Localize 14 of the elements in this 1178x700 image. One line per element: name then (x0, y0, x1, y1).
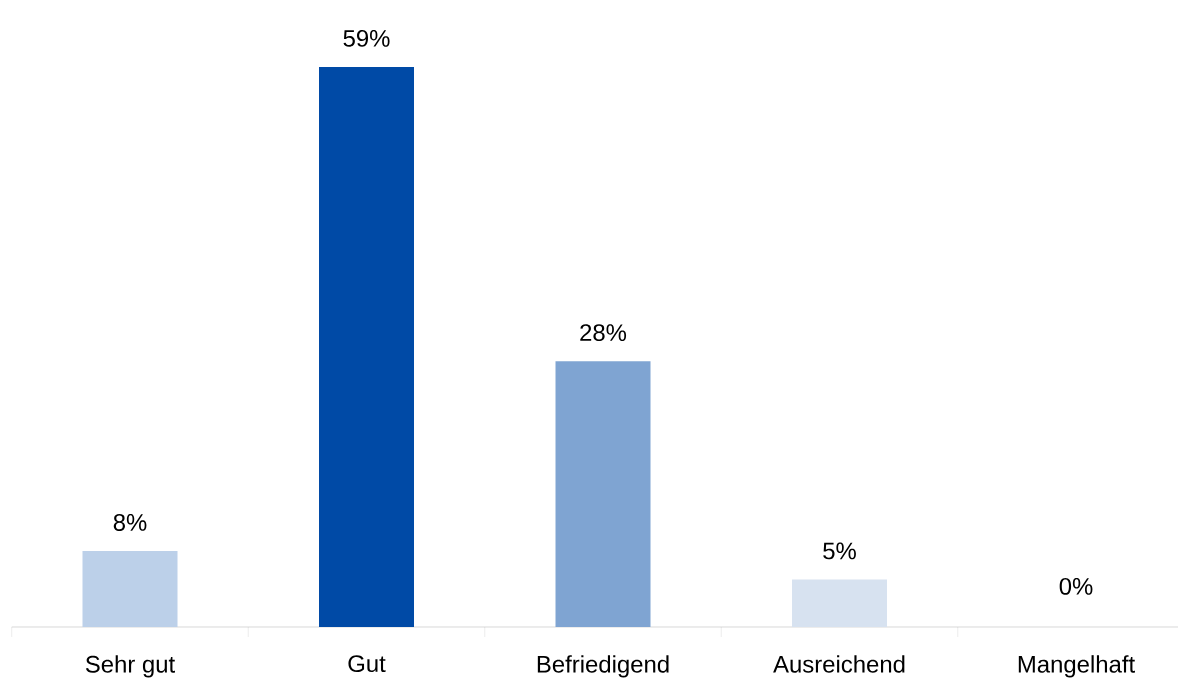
x-tick-label: Befriedigend (537, 655, 669, 678)
bar (792, 579, 888, 627)
bar (555, 361, 651, 627)
data-label: 28% (580, 324, 627, 342)
data-label: 0% (1059, 577, 1093, 595)
x-tick-label: Sehr gut (85, 655, 175, 678)
bar (319, 66, 414, 627)
x-tick-label: Mangelhaft (1018, 655, 1135, 678)
x-tick-label: Gut (348, 655, 386, 673)
data-label: 5% (823, 542, 856, 560)
x-tick-label: Ausreichend (773, 655, 905, 673)
bar (82, 551, 178, 627)
data-label: 8% (113, 513, 147, 531)
data-label: 59% (343, 29, 390, 47)
